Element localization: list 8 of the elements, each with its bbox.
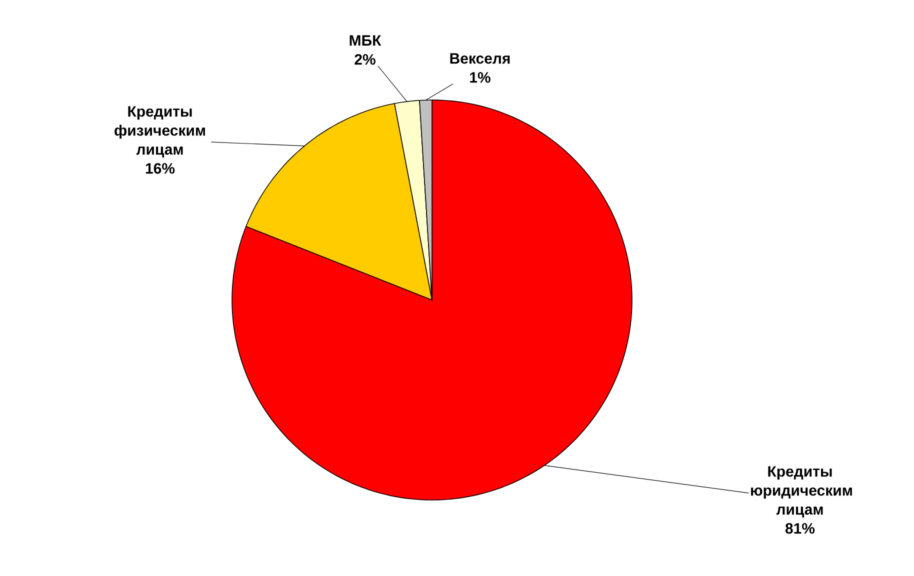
slice-label: Кредиты физическим лицам <box>114 106 205 158</box>
data-label: 81% <box>785 523 815 534</box>
data-label: 16% <box>146 163 175 174</box>
slice-label: МБК <box>350 35 382 46</box>
data-label: 2% <box>354 54 376 65</box>
data-label: 1% <box>470 72 490 83</box>
slice-label: Векселя <box>450 53 510 64</box>
slice-label: Кредиты юридическим лицам <box>751 466 852 518</box>
